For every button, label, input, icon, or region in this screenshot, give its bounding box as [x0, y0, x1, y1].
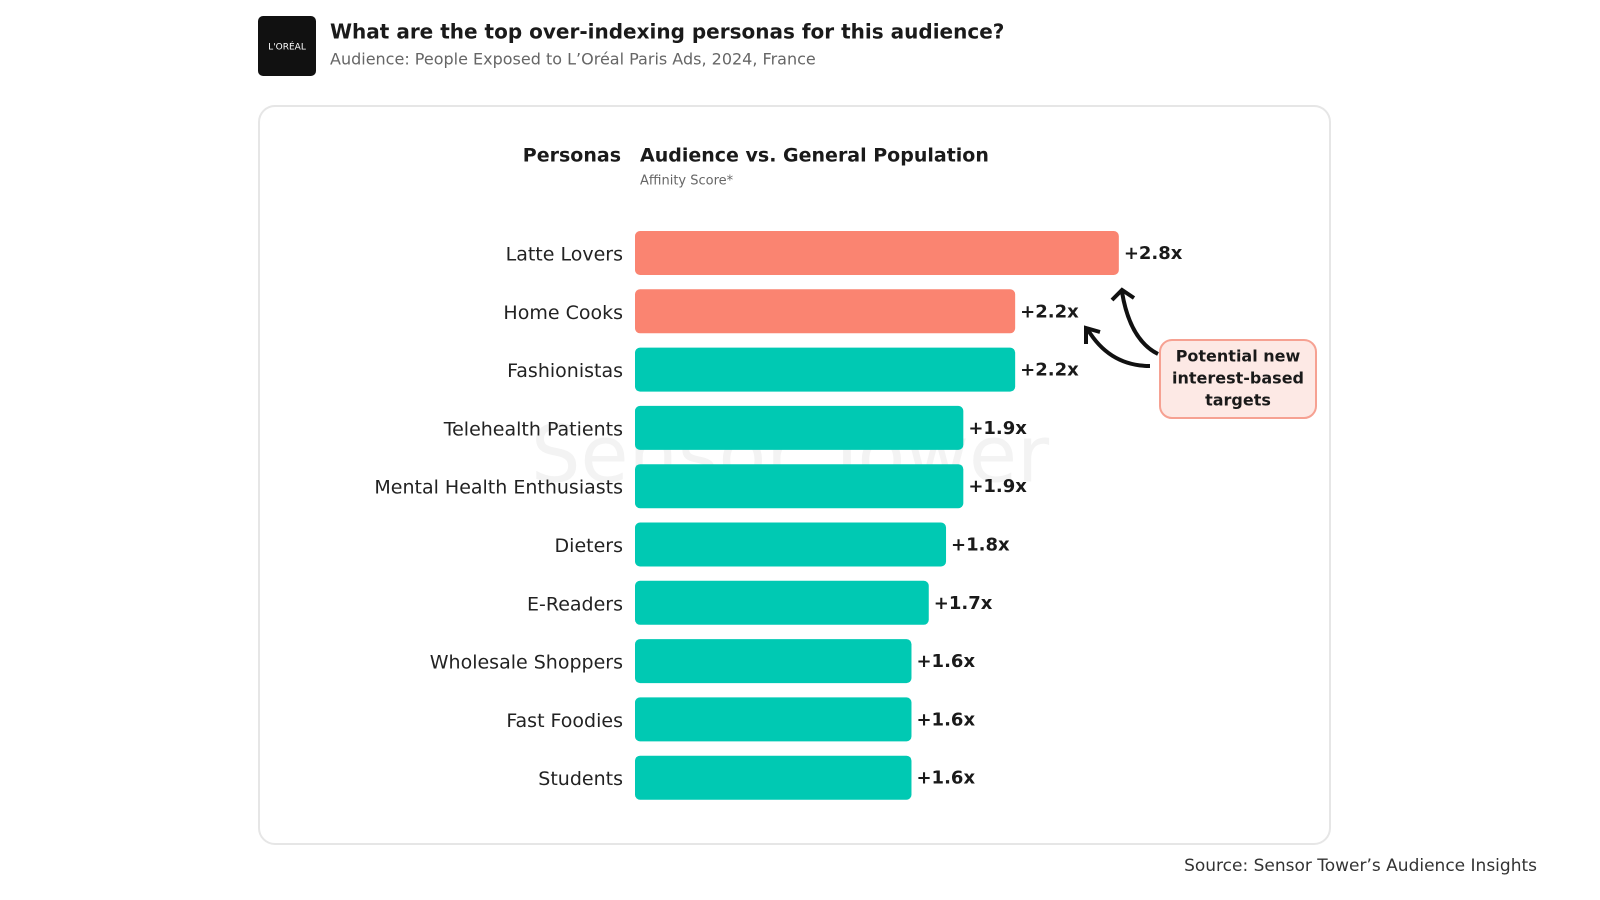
value-label: +1.6x — [916, 768, 975, 789]
annotation-box — [1159, 339, 1317, 419]
value-label: +2.2x — [1020, 360, 1079, 381]
arrow-head — [1084, 325, 1101, 344]
bar — [635, 289, 1016, 334]
category-label: Students — [538, 768, 623, 790]
arrow — [1086, 328, 1151, 368]
value-label: +2.2x — [1020, 301, 1079, 322]
value-label: +2.8x — [1124, 243, 1183, 264]
category-label: E-Readers — [527, 593, 623, 615]
category-header: Personas — [523, 145, 621, 167]
bar — [635, 580, 929, 625]
bar — [635, 522, 947, 567]
annotation: targets — [1205, 391, 1271, 410]
category-label: Dieters — [555, 535, 623, 557]
category-label: Fast Foodies — [506, 710, 623, 732]
bar — [635, 405, 964, 450]
title: What are the top over-indexing personas … — [330, 20, 1004, 44]
logo: L'ORÉAL — [268, 41, 306, 53]
bar — [635, 697, 912, 742]
bar — [635, 231, 1119, 275]
annotation: Potential new — [1176, 347, 1301, 366]
chart-title: Audience vs. General Population — [640, 145, 989, 167]
subtitle: Audience: People Exposed to L’Oréal Pari… — [330, 50, 816, 69]
category-label: Latte Lovers — [506, 244, 623, 266]
value-label: +1.6x — [916, 709, 975, 730]
value-label: +1.6x — [916, 651, 975, 672]
arrow-head — [1110, 287, 1136, 302]
category-label: Fashionistas — [507, 360, 623, 382]
annotation: interest-based — [1172, 369, 1304, 388]
bar — [635, 755, 912, 800]
category-label: Telehealth Patients — [443, 418, 623, 440]
bar — [635, 639, 912, 684]
category-label: Mental Health Enthusiasts — [374, 477, 623, 499]
bar — [635, 464, 964, 509]
logo-box — [258, 16, 316, 76]
value-label: +1.8x — [951, 535, 1010, 556]
value-label: +1.9x — [968, 418, 1027, 439]
chart-subtitle: Affinity Score* — [640, 174, 734, 189]
arrow — [1120, 291, 1159, 356]
category-label: Wholesale Shoppers — [430, 652, 623, 674]
value-label: +1.9x — [968, 476, 1027, 497]
bar — [635, 347, 1016, 392]
source: Source: Sensor Tower’s Audience Insights — [1184, 856, 1537, 876]
value-label: +1.7x — [934, 593, 993, 614]
category-label: Home Cooks — [503, 302, 623, 324]
